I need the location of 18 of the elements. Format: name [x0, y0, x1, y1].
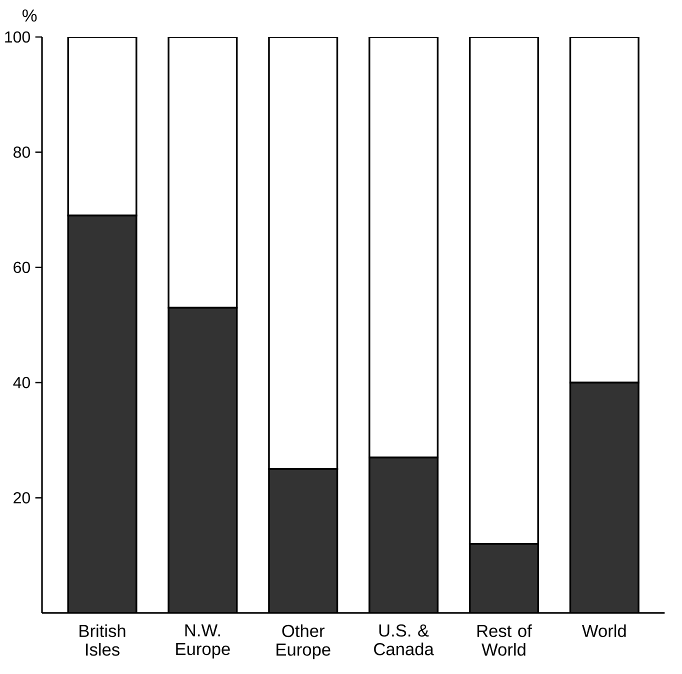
bar	[168, 306, 238, 613]
x-tick-label: Other Europe	[276, 624, 330, 660]
y-tick-label: 80	[14, 146, 30, 158]
y-tick-label: 100	[5, 31, 30, 43]
x-tick-label: Rest of World	[477, 624, 532, 656]
y-axis-title: %	[22, 9, 37, 22]
bar	[268, 468, 338, 613]
x-tick-label: World	[582, 624, 626, 638]
y-tick-label: 20	[14, 492, 30, 504]
bar	[569, 382, 640, 613]
y-tick-label: 60	[14, 262, 30, 274]
x-tick-label: N.W. Europe	[176, 624, 230, 659]
y-tick-label: 40	[13, 376, 30, 388]
bar	[468, 542, 539, 613]
bar	[368, 456, 439, 613]
bar	[67, 214, 138, 613]
x-tick-label: British Isles	[80, 624, 126, 656]
x-tick-label: U.S. & Canada	[374, 624, 434, 656]
